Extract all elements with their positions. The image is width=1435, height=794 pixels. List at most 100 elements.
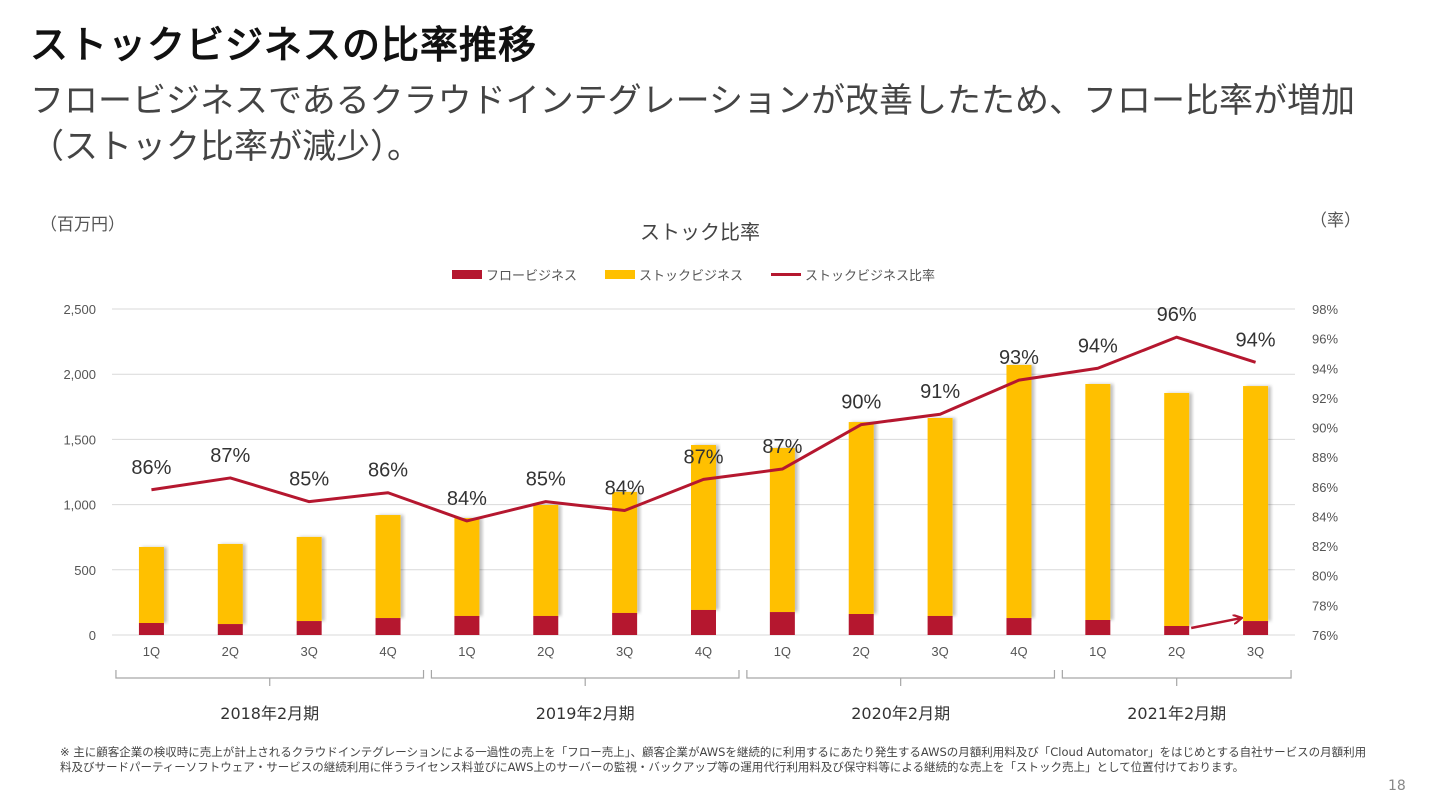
legend-label-ratio: ストックビジネス比率	[805, 269, 936, 284]
bar-stock	[612, 491, 638, 613]
y2-tick-label: 90%	[1312, 421, 1338, 436]
ratio-data-label: 90%	[841, 392, 881, 414]
y2-tick-label: 96%	[1312, 332, 1338, 347]
period-label: 2018年2月期	[220, 704, 319, 723]
bar-flow	[848, 614, 874, 635]
bar-stock	[1243, 386, 1269, 622]
bar-flow	[1085, 620, 1111, 635]
y2-tick-label: 92%	[1312, 391, 1338, 406]
y2-tick-label: 84%	[1312, 509, 1338, 524]
x-tick-label: 3Q	[300, 644, 317, 659]
x-tick-label: 3Q	[1247, 644, 1264, 659]
y2-tick-label: 76%	[1312, 628, 1338, 643]
bar-flow	[296, 621, 322, 635]
bar-flow	[454, 615, 480, 635]
y-tick-label: 1,000	[63, 498, 96, 513]
ratio-data-label: 87%	[210, 445, 250, 467]
y-tick-label: 1,500	[63, 432, 96, 447]
ratio-data-label: 87%	[683, 446, 723, 468]
period-label: 2020年2月期	[851, 704, 950, 723]
period-label: 2021年2月期	[1127, 704, 1226, 723]
x-tick-label: 3Q	[931, 644, 948, 659]
left-axis-unit: （百万円）	[40, 215, 125, 235]
bar-flow	[612, 612, 638, 635]
x-tick-label: 3Q	[616, 644, 633, 659]
ratio-data-label: 85%	[289, 469, 329, 491]
x-tick-label: 2Q	[537, 644, 554, 659]
bar-stock	[375, 515, 401, 619]
x-tick-label: 1Q	[774, 644, 791, 659]
ratio-data-label: 91%	[920, 381, 960, 403]
bar-stock	[533, 504, 559, 616]
period-bracket	[1061, 670, 1292, 686]
bar-flow	[769, 612, 795, 635]
x-tick-label: 1Q	[1089, 644, 1106, 659]
bar-stock	[454, 518, 480, 616]
ratio-data-label: 96%	[1157, 304, 1197, 326]
bar-stock	[769, 448, 795, 613]
period-bracket	[115, 670, 425, 686]
legend-swatch-flow	[452, 270, 482, 279]
bar-flow	[217, 624, 243, 635]
y-tick-label: 500	[74, 563, 96, 578]
ratio-data-label: 93%	[999, 347, 1039, 369]
bar-stock	[138, 546, 164, 624]
bar-stock	[1006, 364, 1032, 619]
x-tick-label: 2Q	[222, 644, 239, 659]
chart-title: ストック比率	[640, 220, 760, 244]
y2-tick-label: 88%	[1312, 450, 1338, 465]
page-number: 18	[1388, 778, 1406, 794]
x-tick-label: 1Q	[458, 644, 475, 659]
x-tick-label: 4Q	[695, 644, 712, 659]
legend-label-flow: フロービジネス	[486, 269, 578, 284]
bar-stock	[691, 445, 716, 610]
slide-title: ストックビジネスの比率推移	[30, 23, 538, 67]
ratio-data-label: 84%	[447, 488, 487, 510]
legend-label-stock: ストックビジネス	[639, 269, 744, 284]
y2-tick-label: 80%	[1312, 569, 1338, 584]
chart-legend: フロービジネス ストックビジネス ストックビジネス比率	[452, 265, 935, 284]
bar-flow	[1243, 621, 1269, 635]
ratio-data-label: 94%	[1236, 329, 1276, 351]
bar-flow	[927, 615, 953, 635]
bar-flow	[1006, 618, 1032, 635]
y2-tick-label: 82%	[1312, 539, 1338, 554]
ratio-data-label: 86%	[131, 457, 171, 479]
x-tick-label: 4Q	[1010, 644, 1027, 659]
bar-flow	[691, 609, 716, 635]
ratio-data-label: 85%	[526, 469, 566, 491]
bar-flow	[533, 615, 559, 635]
y2-tick-label: 78%	[1312, 598, 1338, 613]
bar-stock	[217, 543, 243, 625]
bar-stock	[1164, 392, 1190, 627]
legend-item-stock: ストックビジネス	[605, 265, 743, 284]
period-bracket	[430, 670, 740, 686]
y-tick-label: 0	[89, 628, 96, 643]
ratio-data-label: 86%	[368, 460, 408, 482]
bar-flow	[138, 623, 164, 635]
x-tick-label: 4Q	[379, 644, 396, 659]
bar-stock	[1085, 383, 1111, 621]
ratio-line	[151, 335, 1257, 523]
footnote: ※ 主に顧客企業の検収時に売上が計上されるクラウドインテグレーションによる一過性…	[60, 745, 1367, 774]
x-tick-label: 1Q	[143, 644, 160, 659]
ratio-data-label: 94%	[1078, 335, 1118, 357]
ratio-data-label: 84%	[605, 478, 645, 500]
y2-tick-label: 86%	[1312, 480, 1338, 495]
bar-flow	[1164, 626, 1190, 635]
ratio-data-label: 87%	[762, 436, 802, 458]
y2-tick-label: 94%	[1312, 361, 1338, 376]
legend-item-flow: フロービジネス	[452, 265, 577, 284]
y-tick-label: 2,500	[63, 302, 96, 317]
legend-item-ratio: ストックビジネス比率	[771, 265, 935, 284]
bar-flow	[375, 618, 401, 635]
right-axis-unit: （率）	[1310, 211, 1361, 231]
x-tick-label: 2Q	[1168, 644, 1185, 659]
bar-stock	[927, 418, 953, 616]
period-label: 2019年2月期	[536, 704, 635, 723]
x-tick-label: 2Q	[853, 644, 870, 659]
y2-tick-label: 98%	[1312, 302, 1338, 317]
legend-swatch-stock	[605, 270, 636, 279]
legend-swatch-ratio	[771, 273, 802, 276]
